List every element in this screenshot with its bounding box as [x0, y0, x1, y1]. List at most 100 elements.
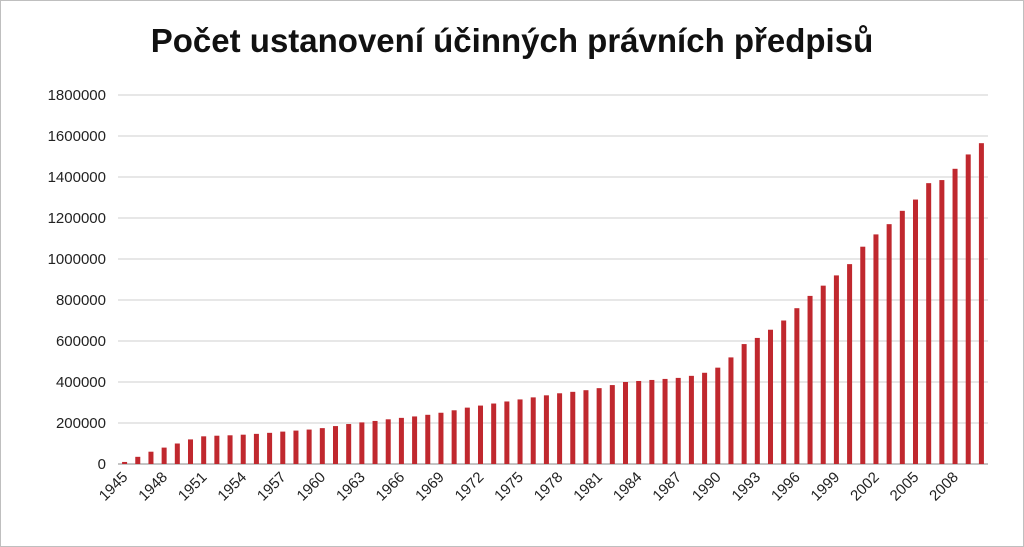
chart-title: Počet ustanovení účinných právních předp…: [150, 22, 874, 59]
x-tick-label: 1945: [96, 469, 132, 505]
x-tick-label: 1987: [649, 469, 685, 505]
bar: [873, 234, 879, 464]
bar: [794, 308, 800, 464]
bar: [596, 388, 602, 464]
bar: [820, 285, 826, 464]
bar: [609, 385, 615, 464]
bar: [952, 168, 958, 465]
x-tick-label: 1963: [333, 469, 369, 505]
bar: [570, 391, 576, 464]
x-tick-label: 1948: [135, 469, 171, 505]
bar: [425, 414, 431, 464]
x-tick-label: 1996: [768, 469, 804, 505]
y-tick-label: 600000: [56, 333, 106, 350]
bar: [306, 429, 312, 464]
bar: [385, 419, 391, 464]
bar: [122, 461, 128, 464]
bar: [649, 379, 655, 464]
bar: [636, 380, 642, 464]
bar: [754, 337, 760, 464]
bar: [926, 183, 932, 464]
x-tick-label: 1972: [452, 469, 488, 505]
bar: [438, 412, 444, 464]
bar: [728, 357, 734, 464]
bar: [583, 390, 589, 464]
bar: [543, 395, 549, 464]
bar: [267, 432, 273, 464]
bar: [767, 329, 774, 464]
bar: [372, 420, 378, 464]
bar: [491, 403, 497, 464]
bar: [280, 431, 286, 464]
y-tick-label: 1200000: [48, 210, 106, 227]
y-tick-label: 1400000: [48, 169, 106, 186]
bar: [702, 372, 708, 464]
bar: [847, 264, 853, 464]
x-tick-label: 1981: [570, 469, 606, 505]
bar: [675, 377, 681, 464]
x-tick-label: 1978: [531, 469, 567, 505]
bar: [253, 433, 259, 464]
bar: [860, 246, 866, 464]
bar: [504, 401, 510, 464]
x-tick-label: 1990: [689, 469, 725, 505]
bar: [161, 447, 167, 464]
bar: [833, 275, 839, 464]
gridlines: [118, 94, 988, 465]
bar: [662, 378, 668, 464]
x-tick-label: 1993: [729, 469, 765, 505]
bar: [939, 180, 945, 464]
bar: [451, 410, 457, 464]
bar: [346, 424, 352, 464]
bar: [899, 210, 905, 464]
bar: [688, 375, 694, 464]
bar: [781, 320, 787, 464]
bar: [557, 393, 563, 464]
bar: [477, 405, 484, 464]
bar: [240, 434, 246, 464]
bar: [412, 416, 418, 464]
bar: [293, 430, 299, 464]
bar: [187, 439, 194, 464]
bar: [622, 382, 629, 464]
x-tick-label: 2002: [847, 469, 883, 505]
x-tick-label: 1966: [373, 469, 409, 505]
bar: [886, 224, 892, 464]
bar: [135, 456, 141, 464]
bar: [148, 451, 154, 464]
bar: [807, 295, 813, 464]
bar: [741, 344, 747, 464]
bar: [978, 143, 984, 465]
bar: [965, 154, 971, 464]
x-tick-label: 1969: [412, 469, 448, 505]
x-tick-label: 1957: [254, 469, 290, 505]
bar: [398, 417, 404, 464]
y-tick-label: 400000: [56, 374, 106, 391]
bar: [912, 199, 919, 465]
y-tick-label: 0: [98, 456, 106, 473]
y-tick-label: 1000000: [48, 251, 106, 268]
bar: [227, 435, 233, 464]
x-tick-label: 1984: [610, 469, 646, 505]
bar: [359, 422, 365, 464]
x-tick-label: 2005: [887, 469, 923, 505]
y-tick-label: 1600000: [48, 128, 106, 145]
x-tick-label: 1999: [808, 469, 844, 505]
bar: [530, 397, 536, 464]
x-tick-label: 1954: [214, 469, 250, 505]
bar: [715, 367, 721, 464]
bar: [214, 435, 220, 464]
bar: [332, 426, 339, 464]
x-tick-label: 1975: [491, 469, 527, 505]
bar: [201, 436, 207, 464]
y-tick-label: 1800000: [48, 87, 106, 104]
x-axis-ticks: 1945 1948 1951 1954 1957 1960 1963 1966 1969 1972…: [96, 469, 962, 505]
x-tick-label: 1951: [175, 469, 211, 505]
bars: [122, 143, 984, 465]
y-tick-label: 800000: [56, 292, 106, 309]
bar: [517, 399, 523, 464]
y-tick-label: 200000: [56, 415, 106, 432]
bar: [174, 443, 180, 464]
